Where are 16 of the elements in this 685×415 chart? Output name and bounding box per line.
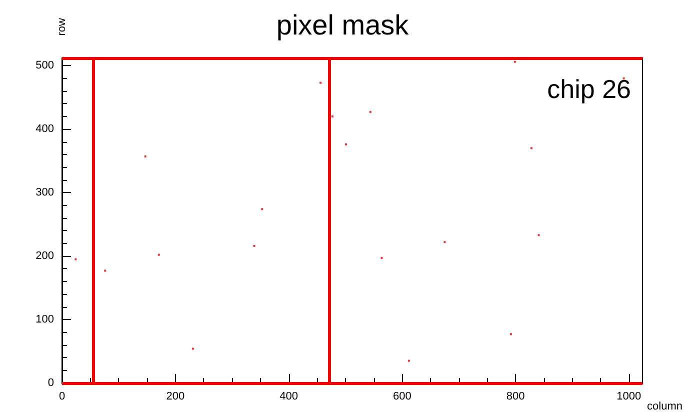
- y-tick-label: 300: [36, 186, 54, 199]
- y-tick-label: 200: [36, 250, 54, 262]
- chart-title: pixel mask: [276, 10, 410, 40]
- y-tick-label: 500: [36, 60, 54, 72]
- y-tick-label: 400: [36, 123, 54, 136]
- annotation: chip 26: [547, 74, 632, 104]
- x-tick-label: 600: [392, 390, 412, 402]
- y-tick-label: 100: [36, 314, 54, 326]
- y-axis-title: row: [56, 18, 68, 36]
- x-tick-label: 800: [506, 390, 525, 402]
- x-tick-label: 200: [166, 390, 185, 402]
- x-tick-label: 400: [280, 390, 298, 402]
- y-tick-label: 0: [48, 377, 54, 389]
- x-axis-title: column: [647, 400, 682, 412]
- x-tick-label: 1000: [616, 390, 642, 402]
- x-tick-label: 0: [58, 390, 66, 402]
